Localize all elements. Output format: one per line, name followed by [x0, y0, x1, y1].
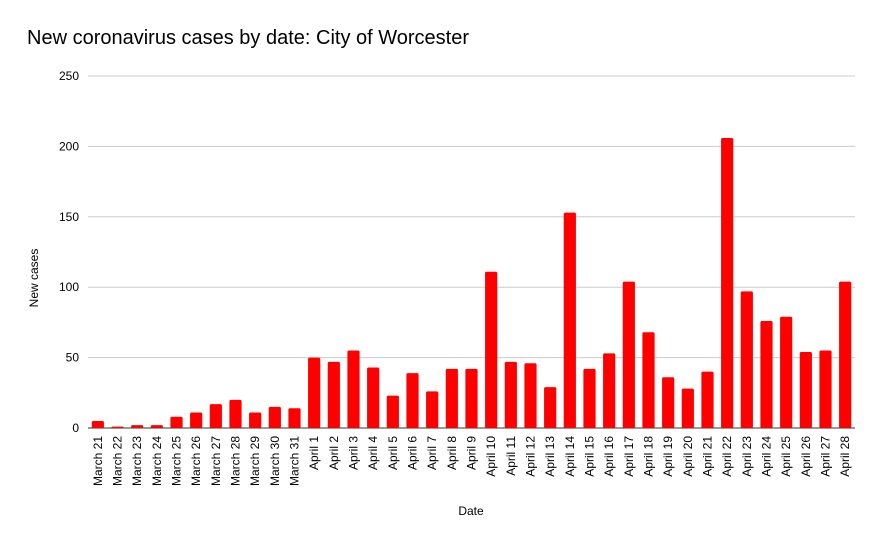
bar [347, 350, 360, 428]
x-tick-label: April 7 [425, 436, 439, 470]
x-tick-label: April 28 [838, 436, 852, 477]
y-tick-label: 0 [72, 421, 79, 435]
bar [504, 361, 517, 428]
y-axis-title: New cases [27, 249, 41, 308]
x-tick-label: April 4 [366, 436, 380, 470]
bar [819, 350, 832, 428]
x-tick-label: April 19 [661, 436, 675, 477]
chart-title: New coronavirus cases by date: City of W… [27, 27, 470, 49]
bar [563, 212, 576, 428]
x-tick-label: March 27 [209, 436, 223, 486]
bar [485, 271, 498, 428]
bar [642, 332, 655, 428]
y-tick-label: 250 [59, 69, 79, 83]
bar [426, 391, 439, 428]
bar [780, 316, 793, 428]
x-tick-label: April 2 [327, 436, 341, 470]
bar [150, 425, 163, 428]
bar [465, 368, 478, 428]
bar [583, 368, 596, 428]
bar [268, 406, 281, 428]
x-tick-label: March 24 [150, 436, 164, 486]
y-axis-ticks: 0 50 100 150 200 250 [59, 69, 79, 435]
x-tick-label: April 5 [386, 436, 400, 470]
y-tick-label: 50 [66, 351, 80, 365]
x-tick-label: April 21 [701, 436, 715, 477]
bar [721, 137, 734, 428]
bar [170, 416, 183, 428]
x-tick-label: March 31 [288, 436, 302, 486]
x-tick-label: March 25 [170, 436, 184, 486]
x-tick-label: March 29 [248, 436, 262, 486]
bar [131, 425, 144, 428]
bar [524, 363, 537, 428]
bar [209, 404, 222, 428]
x-tick-label: April 6 [406, 436, 420, 470]
x-tick-label: April 1 [307, 436, 321, 470]
bar [386, 395, 399, 428]
x-tick-label: April 26 [799, 436, 813, 477]
bar [229, 399, 242, 428]
bar [740, 291, 753, 428]
x-tick-label: March 26 [189, 436, 203, 486]
bar [544, 387, 557, 428]
x-tick-label: April 3 [347, 436, 361, 470]
bar [111, 426, 124, 428]
bar [681, 388, 694, 428]
bar [190, 412, 203, 428]
x-tick-label: April 15 [583, 436, 597, 477]
x-tick-label: April 25 [779, 436, 793, 477]
x-tick-label: April 8 [445, 436, 459, 470]
bar [622, 281, 635, 428]
x-tick-label: March 30 [268, 436, 282, 486]
x-tick-label: April 23 [740, 436, 754, 477]
x-tick-label: April 27 [819, 436, 833, 477]
x-axis-title: Date [458, 504, 484, 518]
bars [91, 137, 852, 428]
x-tick-label: April 20 [681, 436, 695, 477]
x-tick-label: March 28 [229, 436, 243, 486]
x-tick-label: March 22 [111, 436, 125, 486]
x-tick-label: March 21 [91, 436, 105, 486]
bar [367, 367, 380, 428]
bar [406, 373, 419, 428]
bar [701, 371, 714, 428]
bar [308, 357, 321, 428]
bar [327, 361, 340, 428]
x-tick-label: March 23 [130, 436, 144, 486]
bar [839, 281, 852, 428]
x-tick-label: April 9 [465, 436, 479, 470]
y-tick-label: 100 [59, 280, 79, 294]
x-tick-label: April 13 [543, 436, 557, 477]
bar [662, 377, 675, 428]
x-tick-label: April 11 [504, 436, 518, 476]
x-tick-label: April 17 [622, 436, 636, 477]
bar [288, 408, 301, 428]
x-axis-ticks: March 21 March 22 March 23 March 24 March 25… [91, 436, 852, 486]
x-tick-label: April 22 [720, 436, 734, 477]
bar [91, 420, 104, 428]
x-tick-label: April 16 [602, 436, 616, 477]
bar [799, 351, 812, 428]
bar [603, 353, 616, 428]
bar [760, 320, 773, 428]
x-tick-label: April 12 [524, 436, 538, 477]
x-tick-label: April 18 [642, 436, 656, 477]
x-tick-label: April 14 [563, 436, 577, 477]
x-tick-label: April 24 [760, 436, 774, 477]
bar [249, 412, 262, 428]
x-tick-label: April 10 [484, 436, 498, 477]
bar [445, 368, 458, 428]
y-tick-label: 200 [59, 139, 79, 153]
y-tick-label: 150 [59, 210, 79, 224]
